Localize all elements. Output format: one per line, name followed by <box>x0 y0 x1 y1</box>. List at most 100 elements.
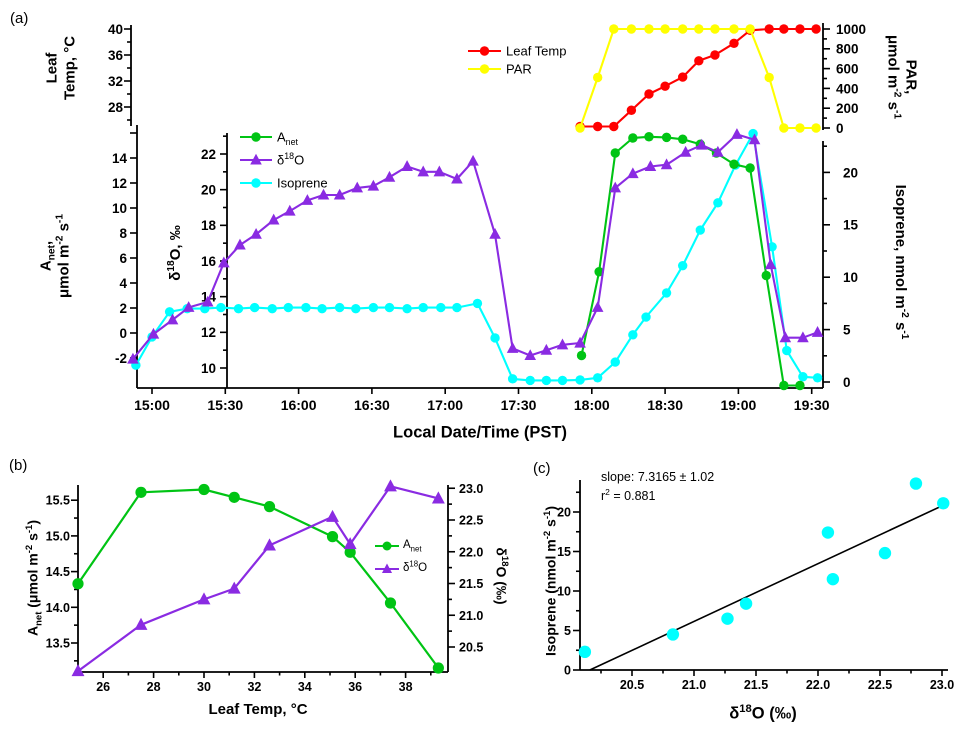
leaf-temp-axis-label: Leaf Temp, °C <box>43 35 78 101</box>
b-xlabel: Leaf Temp, °C <box>208 701 308 719</box>
tick-label: 28 <box>108 100 124 115</box>
tick-label: 32 <box>247 680 261 694</box>
tick-label: 20.5 <box>620 678 644 692</box>
tick-label: 6 <box>119 251 127 266</box>
series--18o <box>127 128 824 364</box>
series-leaf-temp <box>575 24 821 132</box>
tick-label: 20.5 <box>459 641 483 655</box>
tick-label: 20 <box>843 165 858 180</box>
tick-label: -2 <box>115 351 127 366</box>
panel-b-letter: (b) <box>9 457 28 474</box>
tick-label: 21.5 <box>744 678 768 692</box>
tick-label: 600 <box>836 61 859 76</box>
tick-label: 0 <box>119 326 127 341</box>
tick-label: 0 <box>564 664 571 678</box>
tick-label: 17:30 <box>501 397 537 413</box>
tick-label: 19:30 <box>794 397 830 413</box>
tick-label: 16:00 <box>281 397 317 413</box>
tick-label: 18:00 <box>574 397 610 413</box>
tick-label: 800 <box>836 42 859 57</box>
tick-label: 200 <box>836 101 859 116</box>
tick-label: 16 <box>201 254 217 269</box>
panel-b-axes: 13.5 14.0 14.5 15.0 15.5 20.5 21.0 21.5 22.0 22.5… <box>46 482 484 694</box>
tick-label: 19:00 <box>720 397 756 413</box>
d18o-axis-label: δ18O, ‰ <box>166 225 185 281</box>
tick-label: 14.0 <box>46 601 70 615</box>
tick-label: 2 <box>119 301 127 316</box>
tick-label: 15:00 <box>134 397 170 413</box>
tick-label: 10 <box>112 201 127 216</box>
anet-axis-label: Anet, μmol m-2 s-1 <box>37 214 72 298</box>
tick-label: 20 <box>557 506 571 520</box>
panel-b-legend-markers <box>375 541 399 573</box>
tick-label: 38 <box>399 680 413 694</box>
tick-label: 23.0 <box>459 482 483 496</box>
tick-label: 15.0 <box>46 529 70 543</box>
tick-label: 0 <box>836 121 844 136</box>
legend-isoprene-label: Isoprene <box>277 175 328 191</box>
tick-label: 28 <box>147 680 161 694</box>
tick-label: 40 <box>108 22 123 37</box>
b-legend-d18o-label: δ18O <box>403 559 428 575</box>
tick-label: 10 <box>201 361 216 376</box>
b-legend-anet-label: Anet <box>403 539 422 554</box>
panel-a-legend-markers <box>240 46 501 188</box>
tick-label: 13.5 <box>46 637 70 651</box>
tick-label: 10 <box>557 585 571 599</box>
series-par <box>575 24 821 133</box>
tick-label: 22.0 <box>806 678 830 692</box>
tick-label: 18:30 <box>647 397 683 413</box>
c-slope-annotation: slope: 7.3165 ± 1.02 <box>601 470 715 484</box>
tick-label: 17:00 <box>427 397 463 413</box>
b-ylabel: Anet (μmol m-2 s-1) <box>24 519 45 637</box>
tick-label: 8 <box>119 226 127 241</box>
tick-label: 15 <box>557 545 571 559</box>
tick-label: 32 <box>108 74 123 89</box>
par-axis-label: PAR, μmol m-2 s-1 <box>885 35 920 119</box>
panel-c-letter: (c) <box>533 460 551 477</box>
tick-label: 34 <box>298 680 312 694</box>
tick-label: 15.5 <box>46 494 70 508</box>
series-isoprene <box>131 128 823 386</box>
panel-b-series-anet <box>72 483 444 674</box>
legend-anet-label: Anet <box>277 129 298 147</box>
panel-c-axes: 0 5 10 15 20 20.5 21.0 21.5 22.0 22.5 23.0 <box>557 480 954 692</box>
tick-label: 20 <box>201 183 216 198</box>
tick-label: 22 <box>201 147 216 162</box>
tick-label: 1000 <box>836 22 866 37</box>
panel-c-fit-line <box>589 502 948 671</box>
isoprene-axis-label: Isoprene, nmol m-2 s-1 <box>891 184 910 340</box>
tick-label: 18 <box>201 218 217 233</box>
c-ylabel: Isoprene (nmol m-2 s-1) <box>542 506 559 656</box>
tick-label: 22.0 <box>459 545 483 559</box>
tick-label: 12 <box>112 176 127 191</box>
tick-label: 22.5 <box>868 678 892 692</box>
b-right-ylabel: δ18O (‰) <box>493 547 510 605</box>
tick-label: 21.5 <box>459 577 483 591</box>
panel-c-scatter <box>578 477 950 659</box>
tick-label: 5 <box>843 322 851 337</box>
panel-a-letter: (a) <box>10 10 29 27</box>
tick-label: 22.5 <box>459 514 483 528</box>
c-xlabel: δ18O (‰) <box>729 702 797 723</box>
tick-label: 16:30 <box>354 397 390 413</box>
tick-label: 400 <box>836 81 859 96</box>
tick-label: 0 <box>843 375 851 390</box>
tick-label: 15 <box>843 218 859 233</box>
tick-label: 23.0 <box>930 678 954 692</box>
tick-label: 36 <box>108 48 124 63</box>
tick-label: 12 <box>201 325 216 340</box>
tick-label: 36 <box>348 680 362 694</box>
legend-d18o-label: δ18O <box>277 151 305 168</box>
panel-b-series--18o <box>71 479 445 677</box>
tick-label: 15:30 <box>207 397 243 413</box>
tick-label: 21.0 <box>459 609 483 623</box>
c-r2-annotation: r2 = 0.881 <box>601 486 656 503</box>
panel-a-axes: 2832364002004006008001000-20246810121410… <box>108 22 866 413</box>
time-axis-label: Local Date/Time (PST) <box>393 423 567 442</box>
tick-label: 14 <box>112 151 128 166</box>
tick-label: 4 <box>119 276 127 291</box>
tick-label: 21.0 <box>682 678 706 692</box>
tick-label: 10 <box>843 270 858 285</box>
